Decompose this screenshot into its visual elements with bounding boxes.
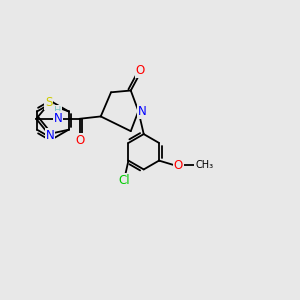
- Text: N: N: [46, 129, 55, 142]
- Text: H: H: [54, 106, 62, 116]
- Text: O: O: [174, 158, 183, 172]
- Text: N: N: [54, 112, 62, 125]
- Text: O: O: [75, 134, 84, 147]
- Text: S: S: [45, 96, 52, 109]
- Text: Cl: Cl: [118, 174, 130, 187]
- Text: N: N: [138, 105, 147, 118]
- Text: CH₃: CH₃: [195, 160, 213, 170]
- Text: O: O: [136, 64, 145, 77]
